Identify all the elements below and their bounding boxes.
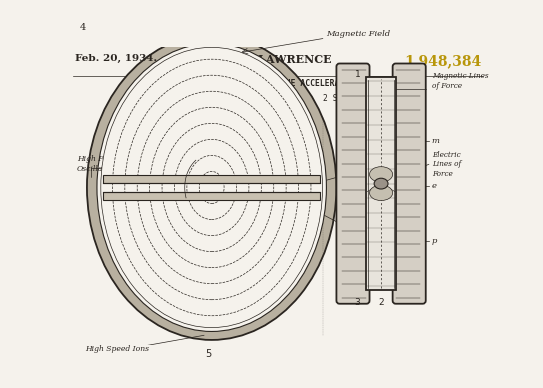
Ellipse shape <box>97 43 326 331</box>
Text: Feb. 20, 1934.: Feb. 20, 1934. <box>75 54 157 63</box>
Text: Magnetic Lines
of Force: Magnetic Lines of Force <box>432 72 489 90</box>
Text: m: m <box>432 137 440 145</box>
Text: METHOD AND APPARATUS FOR THE ACCELERATION OF IONS: METHOD AND APPARATUS FOR THE ACCELERATIO… <box>159 79 397 88</box>
Text: Fig. 2.: Fig. 2. <box>384 114 425 127</box>
Text: 2: 2 <box>378 298 384 307</box>
Text: 5: 5 <box>205 349 211 359</box>
Text: Fig. 1.: Fig. 1. <box>168 114 209 127</box>
Ellipse shape <box>87 35 337 340</box>
Text: 1: 1 <box>346 171 352 181</box>
Text: 1: 1 <box>355 70 361 79</box>
FancyBboxPatch shape <box>337 64 370 304</box>
Text: 7: 7 <box>216 176 221 185</box>
Ellipse shape <box>374 178 388 189</box>
Bar <box>367 77 396 290</box>
Text: 2: 2 <box>346 220 352 229</box>
Ellipse shape <box>101 47 323 327</box>
Text: e: e <box>432 182 437 190</box>
Bar <box>103 192 320 200</box>
Text: a: a <box>379 281 383 289</box>
Text: E. O. LAWRENCE: E. O. LAWRENCE <box>225 54 332 65</box>
Text: Electric
Lines of
Force: Electric Lines of Force <box>432 151 461 178</box>
Text: High Frequency
Oscillator: High Frequency Oscillator <box>77 156 139 173</box>
Text: p: p <box>432 237 437 245</box>
Text: 1,948,384: 1,948,384 <box>404 54 481 68</box>
Text: 3: 3 <box>355 298 360 307</box>
Ellipse shape <box>370 167 393 182</box>
Text: Filed Jan. 26, 1932: Filed Jan. 26, 1932 <box>182 94 274 103</box>
FancyBboxPatch shape <box>393 64 426 304</box>
Text: High Speed Ions: High Speed Ions <box>85 345 149 353</box>
Text: Magnetic Field: Magnetic Field <box>326 30 390 38</box>
Text: 4: 4 <box>80 23 86 32</box>
Text: 2 Sheets-Sheet 1: 2 Sheets-Sheet 1 <box>323 94 401 103</box>
Bar <box>103 175 320 183</box>
Ellipse shape <box>370 185 393 201</box>
